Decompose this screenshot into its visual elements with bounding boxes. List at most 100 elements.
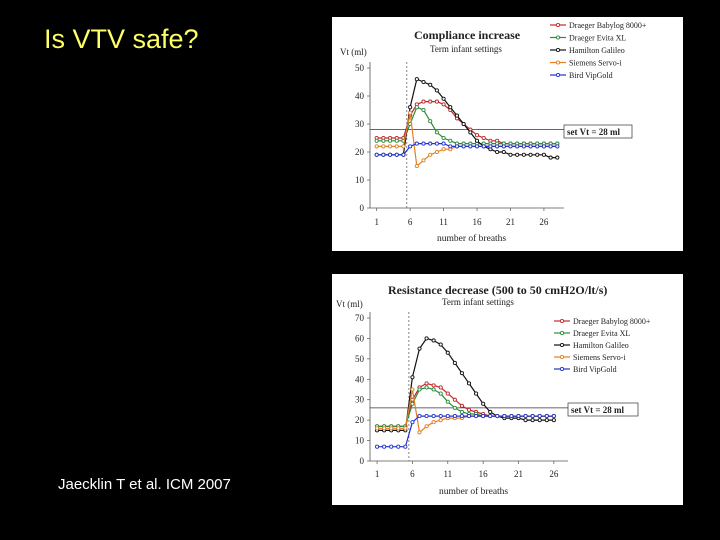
data-point	[434, 130, 439, 135]
legend-swatch-marker	[559, 354, 565, 360]
data-point	[445, 391, 450, 396]
data-point	[535, 144, 540, 149]
data-point	[452, 414, 457, 419]
citation: Jaecklin T et al. ICM 2007	[58, 476, 231, 493]
data-point	[535, 152, 540, 157]
x-tick-label: 16	[479, 469, 489, 479]
reference-label-box	[563, 124, 633, 139]
y-tick-label: 10	[355, 175, 365, 185]
data-point	[421, 158, 426, 163]
data-point	[441, 147, 446, 152]
data-point	[431, 420, 436, 425]
data-point	[424, 385, 429, 390]
y-tick-label: 40	[355, 374, 365, 384]
data-point	[523, 414, 528, 419]
chart-title: Resistance decrease (500 to 50 cmH2O/lt/…	[388, 283, 607, 297]
data-point	[374, 152, 379, 157]
chart-title: Compliance increase	[414, 28, 521, 42]
data-point	[403, 444, 408, 449]
data-point	[431, 387, 436, 392]
data-point	[555, 144, 560, 149]
data-point	[403, 426, 408, 431]
data-point	[428, 141, 433, 146]
data-point	[452, 397, 457, 402]
legend-swatch-marker	[559, 318, 565, 324]
data-point	[441, 135, 446, 141]
data-point	[474, 391, 479, 396]
data-point	[551, 414, 556, 419]
data-point	[537, 414, 542, 419]
data-point	[515, 144, 520, 149]
data-point	[530, 418, 535, 423]
data-point	[468, 130, 473, 135]
y-tick-label: 70	[355, 313, 365, 323]
data-point	[394, 138, 399, 143]
data-point	[501, 149, 506, 155]
data-point	[474, 138, 480, 143]
data-point	[548, 155, 553, 160]
data-point	[408, 144, 413, 149]
legend-label: Draeger Babylog 8000+	[569, 21, 647, 30]
data-point	[396, 444, 401, 449]
legend-label: Hamilton Galileo	[573, 341, 629, 350]
x-tick-label: 21	[514, 469, 523, 479]
x-tick-label: 1	[375, 469, 380, 479]
data-point	[434, 88, 439, 93]
data-point	[488, 414, 493, 419]
data-point	[452, 360, 457, 365]
data-point	[459, 371, 464, 376]
y-tick-label: 10	[355, 436, 365, 446]
data-point	[551, 418, 556, 423]
data-point	[417, 346, 422, 351]
y-tick-label: 0	[360, 456, 365, 466]
data-point	[481, 135, 486, 141]
legend-swatch-marker	[555, 47, 561, 53]
reference-label: set Vt = 28 ml	[571, 405, 624, 415]
data-point	[544, 418, 549, 423]
data-point	[508, 152, 513, 157]
data-point	[438, 391, 443, 396]
data-point	[488, 144, 493, 149]
data-point	[428, 152, 433, 157]
data-point	[452, 405, 457, 410]
data-point	[394, 144, 399, 149]
data-point	[424, 381, 429, 386]
data-point	[431, 338, 436, 343]
data-point	[421, 99, 426, 104]
y-axis-label: Vt (ml)	[340, 47, 367, 57]
chart-subtitle: Term infant settings	[430, 44, 502, 54]
data-point	[441, 141, 446, 146]
data-point	[424, 414, 429, 419]
legend-label: Siemens Servo-i	[573, 353, 626, 362]
data-point	[441, 96, 446, 101]
data-point	[474, 133, 480, 138]
legend-swatch-marker	[555, 60, 561, 65]
data-point	[382, 444, 387, 449]
chart-compliance: Compliance increase Term infant settings V…	[340, 21, 647, 244]
data-point	[431, 414, 436, 419]
data-point	[389, 426, 394, 431]
data-point	[388, 138, 393, 143]
data-point	[421, 79, 426, 85]
data-point	[466, 414, 472, 419]
data-point	[459, 414, 464, 419]
data-point	[434, 149, 439, 155]
y-tick-label: 40	[355, 91, 365, 101]
y-tick-label: 30	[355, 395, 365, 405]
legend-label: Draeger Evita XL	[569, 34, 626, 43]
data-point	[521, 152, 526, 157]
slide-title: Is VTV safe?	[44, 24, 199, 54]
data-point	[381, 138, 386, 143]
x-tick-label: 1	[374, 217, 379, 227]
x-tick-label: 16	[473, 217, 483, 227]
data-point	[488, 409, 493, 415]
data-point	[410, 401, 415, 406]
legend-swatch-marker	[555, 72, 561, 78]
data-point	[438, 342, 443, 347]
data-point	[396, 426, 401, 431]
data-point	[495, 414, 500, 419]
chart-resistance: Resistance decrease (500 to 50 cmH2O/lt/…	[336, 283, 651, 497]
data-point	[454, 113, 460, 118]
data-point	[410, 387, 415, 392]
data-point	[421, 141, 426, 146]
